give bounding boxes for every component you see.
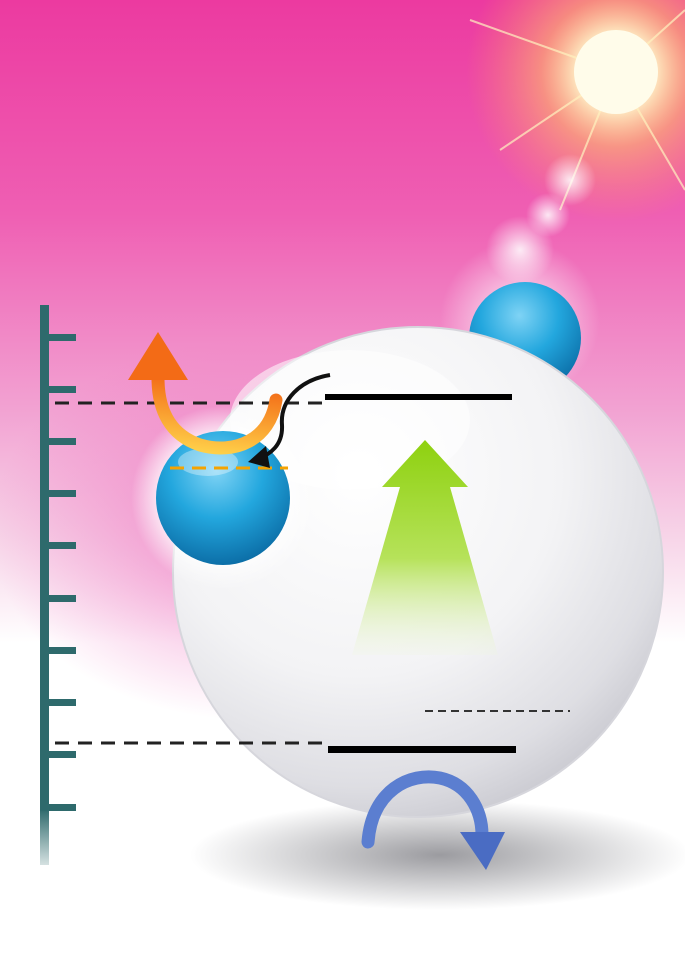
energy-axis-icon bbox=[40, 305, 76, 865]
orange-curved-arrow-icon bbox=[128, 332, 283, 455]
lower-energy-level bbox=[328, 746, 516, 753]
sphere-shadow bbox=[190, 800, 685, 910]
black-curved-arrow-icon bbox=[248, 373, 331, 468]
upper-energy-level bbox=[325, 394, 512, 400]
lens-flare bbox=[544, 154, 596, 206]
sun-icon bbox=[466, 0, 685, 222]
green-up-arrow-icon bbox=[352, 440, 498, 655]
small-blue-sphere-icon bbox=[131, 406, 315, 590]
blue-curved-arrow-icon bbox=[361, 770, 505, 870]
